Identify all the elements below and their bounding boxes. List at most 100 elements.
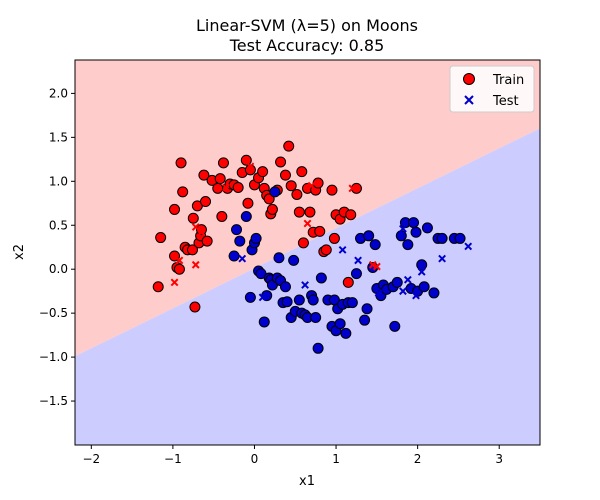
train-point <box>307 294 319 306</box>
train-point <box>195 224 207 236</box>
train-point <box>342 276 354 288</box>
x-tick-label: 3 <box>495 452 503 466</box>
test-point <box>170 278 179 287</box>
y-tick-label: −1.5 <box>39 394 68 408</box>
test-point <box>258 293 267 302</box>
test-point <box>374 289 383 297</box>
train-point <box>408 217 420 229</box>
legend-test-marker <box>464 95 474 105</box>
test-point <box>354 256 362 265</box>
train-point <box>328 232 340 244</box>
test-point <box>303 219 312 228</box>
y-tick-label: 1.0 <box>49 174 68 188</box>
train-point <box>389 320 401 332</box>
legend-test-label: Test <box>492 94 519 109</box>
train-point <box>291 188 303 200</box>
train-point <box>275 156 287 168</box>
chart-title-line2: Test Accuracy: 0.85 <box>229 36 385 55</box>
test-point <box>348 184 357 193</box>
data-points <box>152 140 473 354</box>
test-point <box>230 252 238 260</box>
test-point <box>191 260 200 269</box>
train-point <box>279 169 291 181</box>
train-point <box>263 193 275 205</box>
y-tick-label: −0.5 <box>39 306 68 320</box>
train-point <box>273 252 285 264</box>
train-point <box>310 312 322 324</box>
x-tick-label: 1 <box>332 452 340 466</box>
train-point <box>186 244 198 256</box>
train-point <box>173 263 185 275</box>
test-point <box>197 228 206 237</box>
legend: Train Test <box>449 65 535 113</box>
train-point <box>244 164 256 176</box>
train-point <box>240 154 252 166</box>
train-point <box>293 294 305 306</box>
train-point <box>187 212 199 224</box>
train-point <box>283 140 295 152</box>
train-point <box>266 203 278 215</box>
train-point <box>250 232 262 244</box>
train-point <box>395 230 407 242</box>
train-point <box>312 342 324 354</box>
train-point <box>214 173 226 185</box>
y-tick-label: 1.5 <box>49 130 68 144</box>
x-axis-ticks: −2 −1 0 1 2 3 <box>82 445 503 466</box>
test-point <box>399 287 407 296</box>
train-point <box>189 301 201 313</box>
test-point <box>372 262 381 271</box>
train-point <box>296 166 308 178</box>
x-tick-label: −1 <box>164 452 182 466</box>
train-point <box>201 235 213 247</box>
train-point <box>345 209 357 221</box>
test-point <box>238 254 247 263</box>
train-point <box>326 184 338 196</box>
train-point <box>346 297 358 309</box>
train-point <box>369 239 381 251</box>
train-point <box>200 196 212 208</box>
train-point <box>421 222 433 234</box>
train-point <box>297 237 309 249</box>
y-tick-label: 0.5 <box>49 218 68 232</box>
plot-frame <box>74 59 541 446</box>
test-point <box>464 242 473 251</box>
train-point <box>198 169 210 181</box>
legend-train-label: Train <box>492 73 524 88</box>
train-point <box>350 268 362 280</box>
train-point <box>418 281 430 293</box>
test-point <box>338 245 347 254</box>
train-point <box>304 206 316 218</box>
train-point <box>334 318 346 330</box>
train-point <box>314 225 326 237</box>
train-point <box>293 206 305 218</box>
train-point <box>217 157 229 169</box>
x-tick-label: 0 <box>251 452 259 466</box>
train-point <box>269 186 281 198</box>
test-point <box>175 256 184 265</box>
train-point <box>363 230 375 242</box>
train-point <box>232 181 244 193</box>
train-point <box>320 244 332 256</box>
train-point <box>359 314 371 326</box>
train-point <box>428 287 440 299</box>
train-point <box>391 276 403 288</box>
x-tick-label: −2 <box>82 452 100 466</box>
test-point <box>399 224 407 233</box>
train-point <box>152 281 164 293</box>
test-point <box>301 281 309 289</box>
train-point <box>216 210 228 222</box>
y-axis-label: x2 <box>12 244 27 260</box>
train-point <box>212 182 224 194</box>
test-point <box>307 181 316 190</box>
legend-train-marker <box>463 73 475 85</box>
x-tick-label: 2 <box>414 452 422 466</box>
train-point <box>244 291 256 303</box>
test-point <box>403 275 412 284</box>
test-point <box>438 254 447 263</box>
train-point <box>288 254 300 266</box>
y-tick-label: −1.0 <box>39 350 68 364</box>
train-point <box>402 239 414 251</box>
train-point <box>175 157 187 169</box>
train-point <box>279 281 291 293</box>
